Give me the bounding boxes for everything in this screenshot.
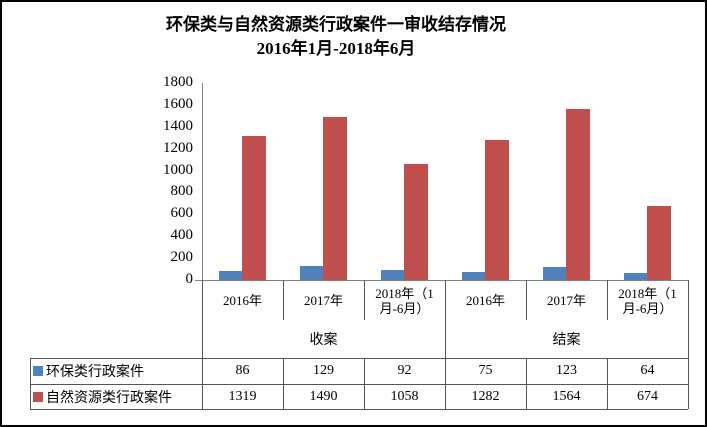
table-line [364,358,365,409]
legend-swatch-icon [33,391,43,402]
category-group-cell: 收案 [309,333,338,348]
value-cell: 1319 [228,388,257,404]
table-line [30,358,688,359]
value-cell: 123 [556,363,577,378]
y-axis-tick-label: 1400 [163,118,193,134]
category-group-cell: 结案 [552,333,581,348]
x-axis-line [195,280,688,281]
table-line [445,280,446,409]
value-cell: 64 [640,363,655,378]
bar-series-1 [566,109,590,280]
y-axis-tick-label: 200 [170,249,194,265]
bar-series-0 [543,267,566,280]
category-cell: 2017年 [546,293,586,308]
table-line [607,280,608,320]
table-line [283,280,284,320]
y-axis-tick-label: 800 [170,183,194,199]
bar-series-1 [647,206,671,280]
category-cell: 2018年（1月-6月） [618,285,677,316]
value-cell: 1058 [390,388,419,404]
value-cell: 1490 [309,388,338,404]
bar-series-0 [462,272,485,280]
bar-series-0 [300,266,323,280]
table-line [30,358,31,409]
bar-series-0 [624,273,647,280]
chart-subtitle: 2016年1月-2018年6月 [256,39,416,58]
legend-name-cell: 自然资源类行政案件 [31,385,201,408]
legend-series-label: 环保类行政案件 [46,365,144,380]
value-cell: 86 [235,363,250,378]
y-axis-tick-label: 1800 [163,74,193,90]
y-axis-tick-label: 600 [170,205,194,221]
value-cell: 674 [637,388,658,404]
y-axis-tick-label: 0 [185,271,194,287]
category-cell: 2018年（1月-6月） [375,285,434,316]
legend-name-cell: 环保类行政案件 [31,359,201,383]
category-cell: 2016年 [222,293,262,308]
table-line [688,280,689,409]
bar-series-0 [219,271,242,280]
table-line [30,384,688,385]
bar-series-1 [485,140,509,280]
value-cell: 1282 [471,388,500,404]
value-cell: 75 [478,363,493,378]
table-line [526,358,527,409]
category-cell: 2017年 [303,293,343,308]
legend-series-label: 自然资源类行政案件 [46,390,172,406]
table-line [202,280,203,409]
bar-series-0 [381,270,404,280]
table-line [30,409,688,410]
y-axis-tick-label: 400 [170,227,194,243]
value-cell: 1564 [552,388,581,404]
table-line [526,280,527,320]
bar-series-1 [404,164,428,280]
value-cell: 92 [397,363,412,378]
chart-title: 环保类与自然资源类行政案件一审收结存情况 [166,15,506,34]
bar-series-1 [323,117,347,280]
value-cell: 129 [313,363,334,378]
y-axis-tick-label: 1600 [163,96,193,112]
legend-swatch-icon [33,366,43,376]
y-axis-tick-label: 1200 [163,140,193,156]
table-line [283,358,284,409]
y-axis-tick-label: 1000 [163,162,193,178]
table-line [364,280,365,320]
bar-series-1 [242,136,266,280]
table-line [607,358,608,409]
y-axis-line [202,83,203,280]
category-cell: 2016年 [465,293,505,308]
